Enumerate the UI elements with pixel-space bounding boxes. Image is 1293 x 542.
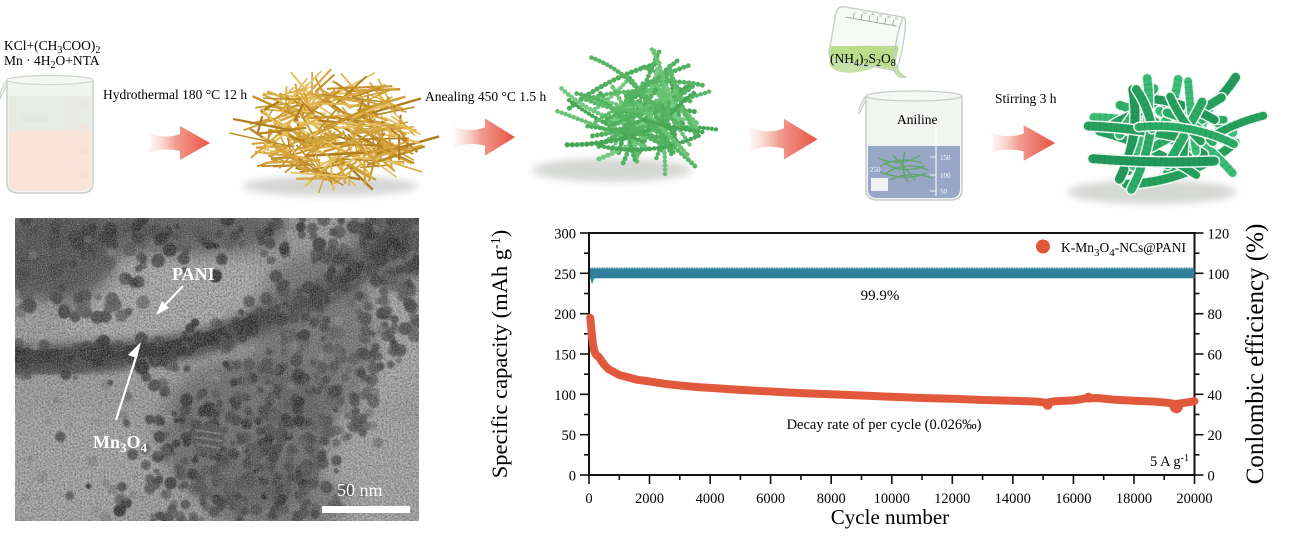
svg-text:300: 300 bbox=[554, 227, 576, 243]
svg-text:250: 250 bbox=[870, 166, 881, 174]
svg-text:20: 20 bbox=[1208, 428, 1223, 444]
svg-text:20000: 20000 bbox=[1176, 491, 1212, 507]
svg-text:6000: 6000 bbox=[756, 491, 785, 507]
svg-text:Cycle number: Cycle number bbox=[831, 505, 949, 529]
svg-text:Hydrothermal 180 °C 12 h: Hydrothermal 180 °C 12 h bbox=[103, 87, 247, 102]
svg-text:14000: 14000 bbox=[995, 491, 1031, 507]
svg-text:40: 40 bbox=[1208, 388, 1223, 404]
svg-text:PANI: PANI bbox=[172, 264, 215, 284]
svg-text:Decay rate of per cycle (0.026: Decay rate of per cycle (0.026‰) bbox=[787, 417, 982, 433]
svg-text:200: 200 bbox=[554, 307, 576, 323]
svg-text:80: 80 bbox=[1208, 307, 1223, 323]
svg-text:250: 250 bbox=[554, 267, 576, 283]
svg-text:100: 100 bbox=[554, 388, 576, 404]
svg-text:99.9%: 99.9% bbox=[861, 288, 900, 304]
svg-text:100: 100 bbox=[940, 172, 951, 180]
svg-text:60: 60 bbox=[1208, 348, 1223, 364]
svg-text:18000: 18000 bbox=[1116, 491, 1152, 507]
svg-text:Specific capacity (mAh g-1): Specific capacity (mAh g-1) bbox=[487, 230, 512, 478]
svg-text:Conlombic efficiency (%): Conlombic efficiency (%) bbox=[1242, 224, 1269, 485]
svg-text:50 nm: 50 nm bbox=[337, 480, 383, 500]
svg-text:K-Mn3O4-NCs@PANI: K-Mn3O4-NCs@PANI bbox=[1061, 240, 1186, 259]
svg-text:100: 100 bbox=[1208, 267, 1230, 283]
svg-text:16000: 16000 bbox=[1055, 491, 1091, 507]
svg-text:500ml: 500ml bbox=[20, 113, 48, 125]
svg-text:50: 50 bbox=[562, 428, 577, 444]
svg-text:150: 150 bbox=[940, 154, 951, 162]
svg-text:Aniline: Aniline bbox=[897, 112, 938, 127]
svg-text:0: 0 bbox=[569, 469, 576, 485]
svg-text:150: 150 bbox=[554, 348, 576, 364]
svg-text:Anealing 450 °C 1.5 h: Anealing 450 °C 1.5 h bbox=[425, 89, 547, 104]
svg-text:4000: 4000 bbox=[696, 491, 725, 507]
svg-text:50: 50 bbox=[940, 188, 948, 196]
svg-text:0: 0 bbox=[585, 491, 592, 507]
svg-text:Mn · 4H2O+NTA: Mn · 4H2O+NTA bbox=[4, 53, 100, 71]
svg-text:0: 0 bbox=[1208, 469, 1215, 485]
svg-text:120: 120 bbox=[1208, 227, 1230, 243]
svg-text:2000: 2000 bbox=[635, 491, 664, 507]
svg-text:Stirring 3 h: Stirring 3 h bbox=[995, 91, 1057, 106]
svg-text:5 A g-1: 5 A g-1 bbox=[1150, 453, 1189, 470]
